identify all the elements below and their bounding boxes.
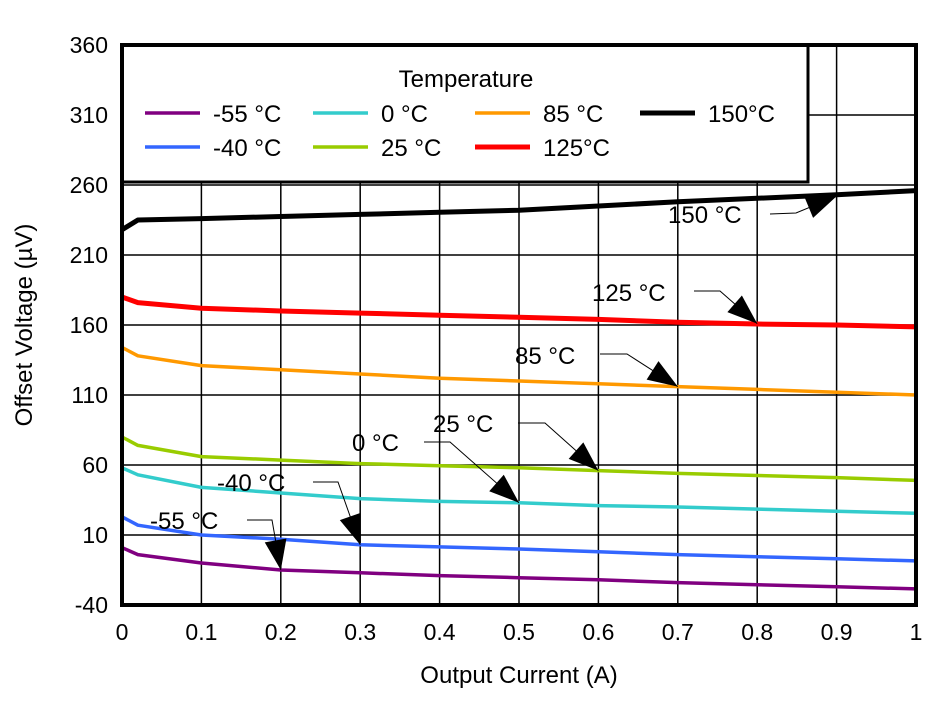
y-tick-label: 110 [71,382,108,408]
x-tick-label: 0.3 [344,619,376,645]
series-line [121,515,917,563]
legend-entry: 150°C [708,101,775,128]
y-tick-label: 260 [70,172,108,198]
legend-entry: 0 °C [381,101,428,128]
legend-entry: -55 °C [213,101,281,128]
annotation-arrowhead [727,295,758,324]
series-line [121,435,917,483]
x-tick-label: 0.8 [741,619,773,645]
annotation-label: -55 °C [150,508,218,535]
legend-entry: 125°C [543,135,610,162]
legend-entry: -40 °C [213,135,281,162]
annotation-label: 125 °C [592,280,666,307]
y-tick-label: -40 [75,592,108,618]
annotations: 150 °C 125 °C 85 °C 25 °C 0 °C -40 °C -55 °C [150,195,837,571]
x-tick-label: 1 [910,619,923,645]
x-tick-label: 0 [116,619,129,645]
series-lines [120,188,917,591]
annotation-label: 0 °C [352,430,399,457]
annotation-leader [424,441,520,504]
legend-entry: 85 °C [543,101,603,128]
annotation-label: 25 °C [433,411,493,438]
y-tick-label: 210 [70,242,108,268]
x-tick-label: 0.1 [185,619,217,645]
series-line [121,294,917,330]
series-line [121,345,917,397]
x-tick-label: 0.5 [503,619,535,645]
x-tick-label: 0.2 [265,619,297,645]
legend-entry: 25 °C [381,135,441,162]
annotation-arrowhead [489,474,519,503]
x-tick-label: 0.4 [424,619,456,645]
annotation-arrowhead [804,196,837,218]
annotation-arrowhead [339,512,361,545]
annotation-label: -40 °C [217,470,285,497]
annotation-arrowhead [264,538,287,570]
y-axis-label: Offset Voltage (µV) [11,224,38,427]
legend-title: Temperature [399,66,534,93]
series-line [121,545,917,591]
y-tick-label: 160 [70,312,108,338]
annotation-label: 150 °C [668,202,742,229]
annotation-label: 85 °C [515,343,575,370]
y-tick-label: 60 [82,452,108,478]
x-tick-label: 0.6 [582,619,614,645]
annotation-arrowhead [646,361,678,387]
annotation-arrowhead [568,442,599,471]
legend: Temperature -55 °C -40 °C 0 °C 25 °C 85 °C 12… [120,43,810,184]
y-tick-label: 310 [70,102,108,128]
y-tick-label: 360 [70,32,108,58]
x-tick-label: 0.7 [662,619,694,645]
plot-frame [120,43,918,607]
series-line [120,188,917,232]
ticks: 0 0.1 0.2 0.3 0.4 0.5 0.6 0.7 0.8 0.9 1 -40 10 60 110 1… [70,32,923,645]
x-axis-label: Output Current (A) [420,662,617,689]
series-line [121,466,917,516]
y-tick-label: 10 [82,522,108,548]
x-tick-label: 0.9 [821,619,853,645]
